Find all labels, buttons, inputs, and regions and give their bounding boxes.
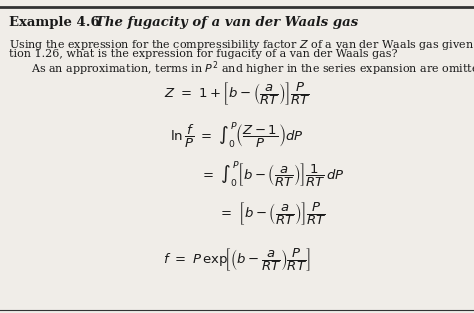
Text: $Z\ =\ 1 + \left[b - \left(\dfrac{a}{RT}\right)\right]\dfrac{P}{RT}$: $Z\ =\ 1 + \left[b - \left(\dfrac{a}{RT}…: [164, 80, 310, 107]
Text: $\mathrm{ln}\,\dfrac{f}{P}\ =\ \int_0^{P} \left(\dfrac{Z-1}{P}\right)dP$: $\mathrm{ln}\,\dfrac{f}{P}\ =\ \int_0^{P…: [170, 121, 304, 151]
Text: As an approximation, terms in $P^2$ and higher in the series expansion are omitt: As an approximation, terms in $P^2$ and …: [31, 59, 474, 78]
Text: Example 4.6: Example 4.6: [9, 16, 100, 29]
Text: Using the expression for the compressibility factor $Z$ of a van der Waals gas g: Using the expression for the compressibi…: [9, 38, 474, 52]
Text: $f\ =\ P\,\mathrm{exp}\!\left[\left(b - \dfrac{a}{RT}\right)\dfrac{P}{RT}\right]: $f\ =\ P\,\mathrm{exp}\!\left[\left(b - …: [163, 246, 311, 273]
Text: $=\ \int_0^{P} \left[b - \left(\dfrac{a}{RT}\right)\right]\dfrac{1}{RT}\,dP$: $=\ \int_0^{P} \left[b - \left(\dfrac{a}…: [200, 160, 345, 190]
Text: $=\ \left[b - \left(\dfrac{a}{RT}\right)\right]\dfrac{P}{RT}$: $=\ \left[b - \left(\dfrac{a}{RT}\right)…: [219, 200, 327, 227]
Text: The fugacity of a van der Waals gas: The fugacity of a van der Waals gas: [95, 16, 358, 29]
Text: tion 1.26, what is the expression for fugacity of a van der Waals gas?: tion 1.26, what is the expression for fu…: [9, 49, 398, 59]
